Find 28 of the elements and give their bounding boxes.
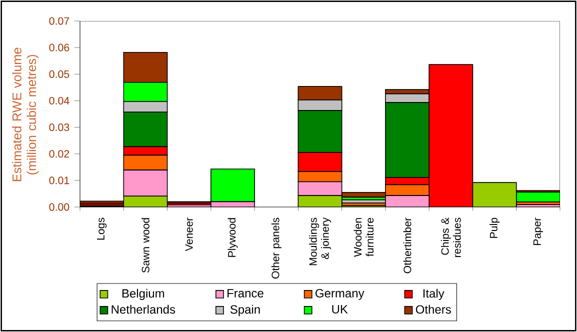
y-tick-label: 0.06 — [49, 44, 70, 52]
x-tick-label: Plywood — [228, 218, 238, 257]
legend-label: Germany — [316, 289, 364, 300]
x-tick-label: Paper — [533, 218, 543, 245]
y-tick-label: 0.04 — [49, 96, 70, 104]
legend-label: France — [228, 289, 264, 298]
legend-label: Italy — [423, 288, 444, 300]
y-tick-label: 0.01 — [49, 176, 70, 184]
y-tick-label: 0.07 — [49, 17, 70, 25]
x-tick-label: Wooden furniture — [354, 218, 374, 257]
y-tick-label: 0.02 — [49, 150, 70, 158]
x-tick-label: Veneer — [185, 218, 193, 252]
legend-label: Spain — [230, 304, 260, 316]
x-tick-label: Pulp — [490, 218, 500, 238]
y-tick-label: 0.05 — [49, 70, 70, 78]
legend-label: Netherlands — [112, 304, 176, 314]
x-tick-label: Other panels — [271, 218, 282, 279]
y-axis-title: Estimated RWE volume (million cubic metres) — [12, 48, 39, 182]
x-tick-label: Mouldings & joinery — [309, 217, 331, 266]
y-tick-label: 0.00 — [49, 203, 70, 211]
x-tick-label: Logs — [97, 218, 107, 240]
x-tick-label: Chips & residues — [440, 218, 461, 258]
y-tick-label: 0.03 — [49, 124, 70, 132]
x-tick-label: Othertimber — [403, 218, 412, 274]
legend-label: Others — [416, 304, 451, 314]
legend-label: Belgium — [122, 288, 164, 300]
legend-label: UK — [332, 305, 348, 314]
x-tick-label: Sawn wood — [142, 218, 150, 273]
